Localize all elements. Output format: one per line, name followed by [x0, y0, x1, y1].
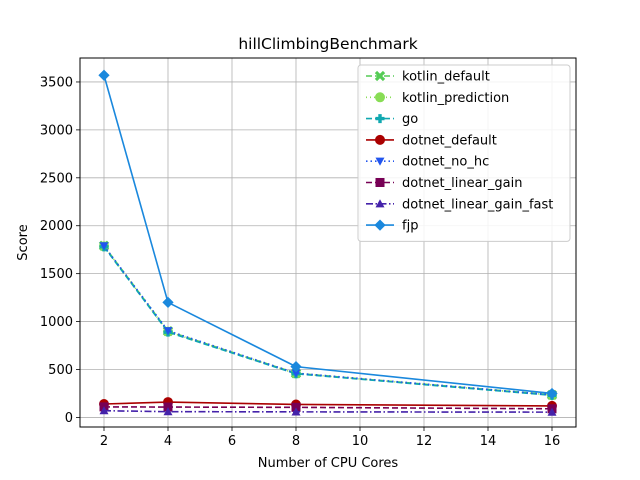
series-line	[103, 75, 553, 395]
series-line	[103, 406, 553, 410]
y-tick-label: 1500	[40, 267, 73, 282]
x-tick-label: 8	[292, 434, 300, 449]
data-point	[99, 406, 109, 415]
legend-label: dotnet_linear_gain_fast	[402, 197, 553, 212]
legend-swatch-marker	[375, 92, 385, 103]
data-point	[163, 402, 173, 412]
y-tick-label: 2000	[40, 219, 73, 234]
legend-swatch-marker	[375, 157, 385, 166]
y-tick-label: 0	[65, 411, 73, 426]
legend-swatch-marker	[375, 178, 385, 187]
data-point	[99, 242, 109, 251]
legend-label: go	[402, 112, 418, 127]
data-point	[546, 387, 558, 400]
plot-frame	[79, 57, 577, 428]
legend-item-dotnet_linear_gain: dotnet_linear_gain	[366, 176, 522, 191]
y-axis-label: Score	[16, 224, 31, 260]
legend-label: kotlin_prediction	[402, 91, 509, 106]
series-line	[103, 409, 553, 413]
data-point	[98, 69, 110, 81]
legend-label: fjp	[402, 219, 418, 234]
legend-swatch-marker	[375, 114, 385, 124]
data-point	[162, 296, 174, 309]
legend-box	[357, 64, 571, 242]
series-dotnet_linear_gain_fast	[99, 406, 557, 416]
x-tick-label: 6	[228, 434, 236, 449]
data-point	[291, 369, 301, 378]
legend-item-dotnet_default: dotnet_default	[366, 133, 497, 148]
series-line	[103, 401, 553, 407]
legend-item-dotnet_no_hc: dotnet_no_hc	[366, 155, 489, 170]
y-tick-label: 3000	[40, 123, 73, 138]
legend-label: dotnet_linear_gain	[402, 176, 522, 191]
legend-swatch-marker	[374, 70, 386, 82]
legend-swatch-marker	[374, 219, 386, 231]
legend-label: kotlin_default	[402, 70, 490, 85]
x-tick-label: 12	[416, 434, 433, 449]
x-tick-label: 10	[352, 434, 369, 449]
data-point	[547, 407, 557, 416]
legend-label: dotnet_no_hc	[402, 155, 489, 170]
x-tick-label: 2	[100, 434, 108, 449]
x-tick-label: 14	[480, 434, 497, 449]
y-tick-label: 1000	[40, 315, 73, 330]
y-tick-label: 500	[48, 363, 73, 378]
x-tick-label: 16	[544, 434, 561, 449]
data-point	[163, 327, 173, 336]
legend-label: dotnet_default	[402, 133, 497, 148]
data-point	[163, 407, 173, 416]
y-tick-label: 2500	[40, 171, 73, 186]
legend-item-kotlin_default: kotlin_default	[366, 70, 490, 85]
legend-swatch-marker	[375, 134, 385, 145]
series-line	[103, 245, 553, 396]
legend-item-kotlin_prediction: kotlin_prediction	[366, 91, 509, 106]
x-tick-label: 4	[164, 434, 172, 449]
legend-item-fjp: fjp	[366, 219, 418, 234]
series-group	[98, 69, 558, 416]
axis-ticks: 2 4 6 8 10 12 14 16 0 500 1000 1500 2000 2500 3000 3500	[40, 75, 560, 449]
legend-item-dotnet_linear_gain_fast: dotnet_linear_gain_fast	[366, 197, 553, 212]
data-point	[290, 360, 302, 373]
data-point	[291, 407, 301, 416]
legend-swatch-marker	[375, 199, 385, 208]
chart-title: hillClimbingBenchmark	[238, 35, 417, 53]
series-fjp	[98, 69, 558, 400]
x-axis-label: Number of CPU Cores	[258, 456, 399, 471]
legend-item-go: go	[366, 112, 418, 127]
y-tick-label: 3500	[40, 75, 73, 90]
data-point	[291, 402, 301, 412]
